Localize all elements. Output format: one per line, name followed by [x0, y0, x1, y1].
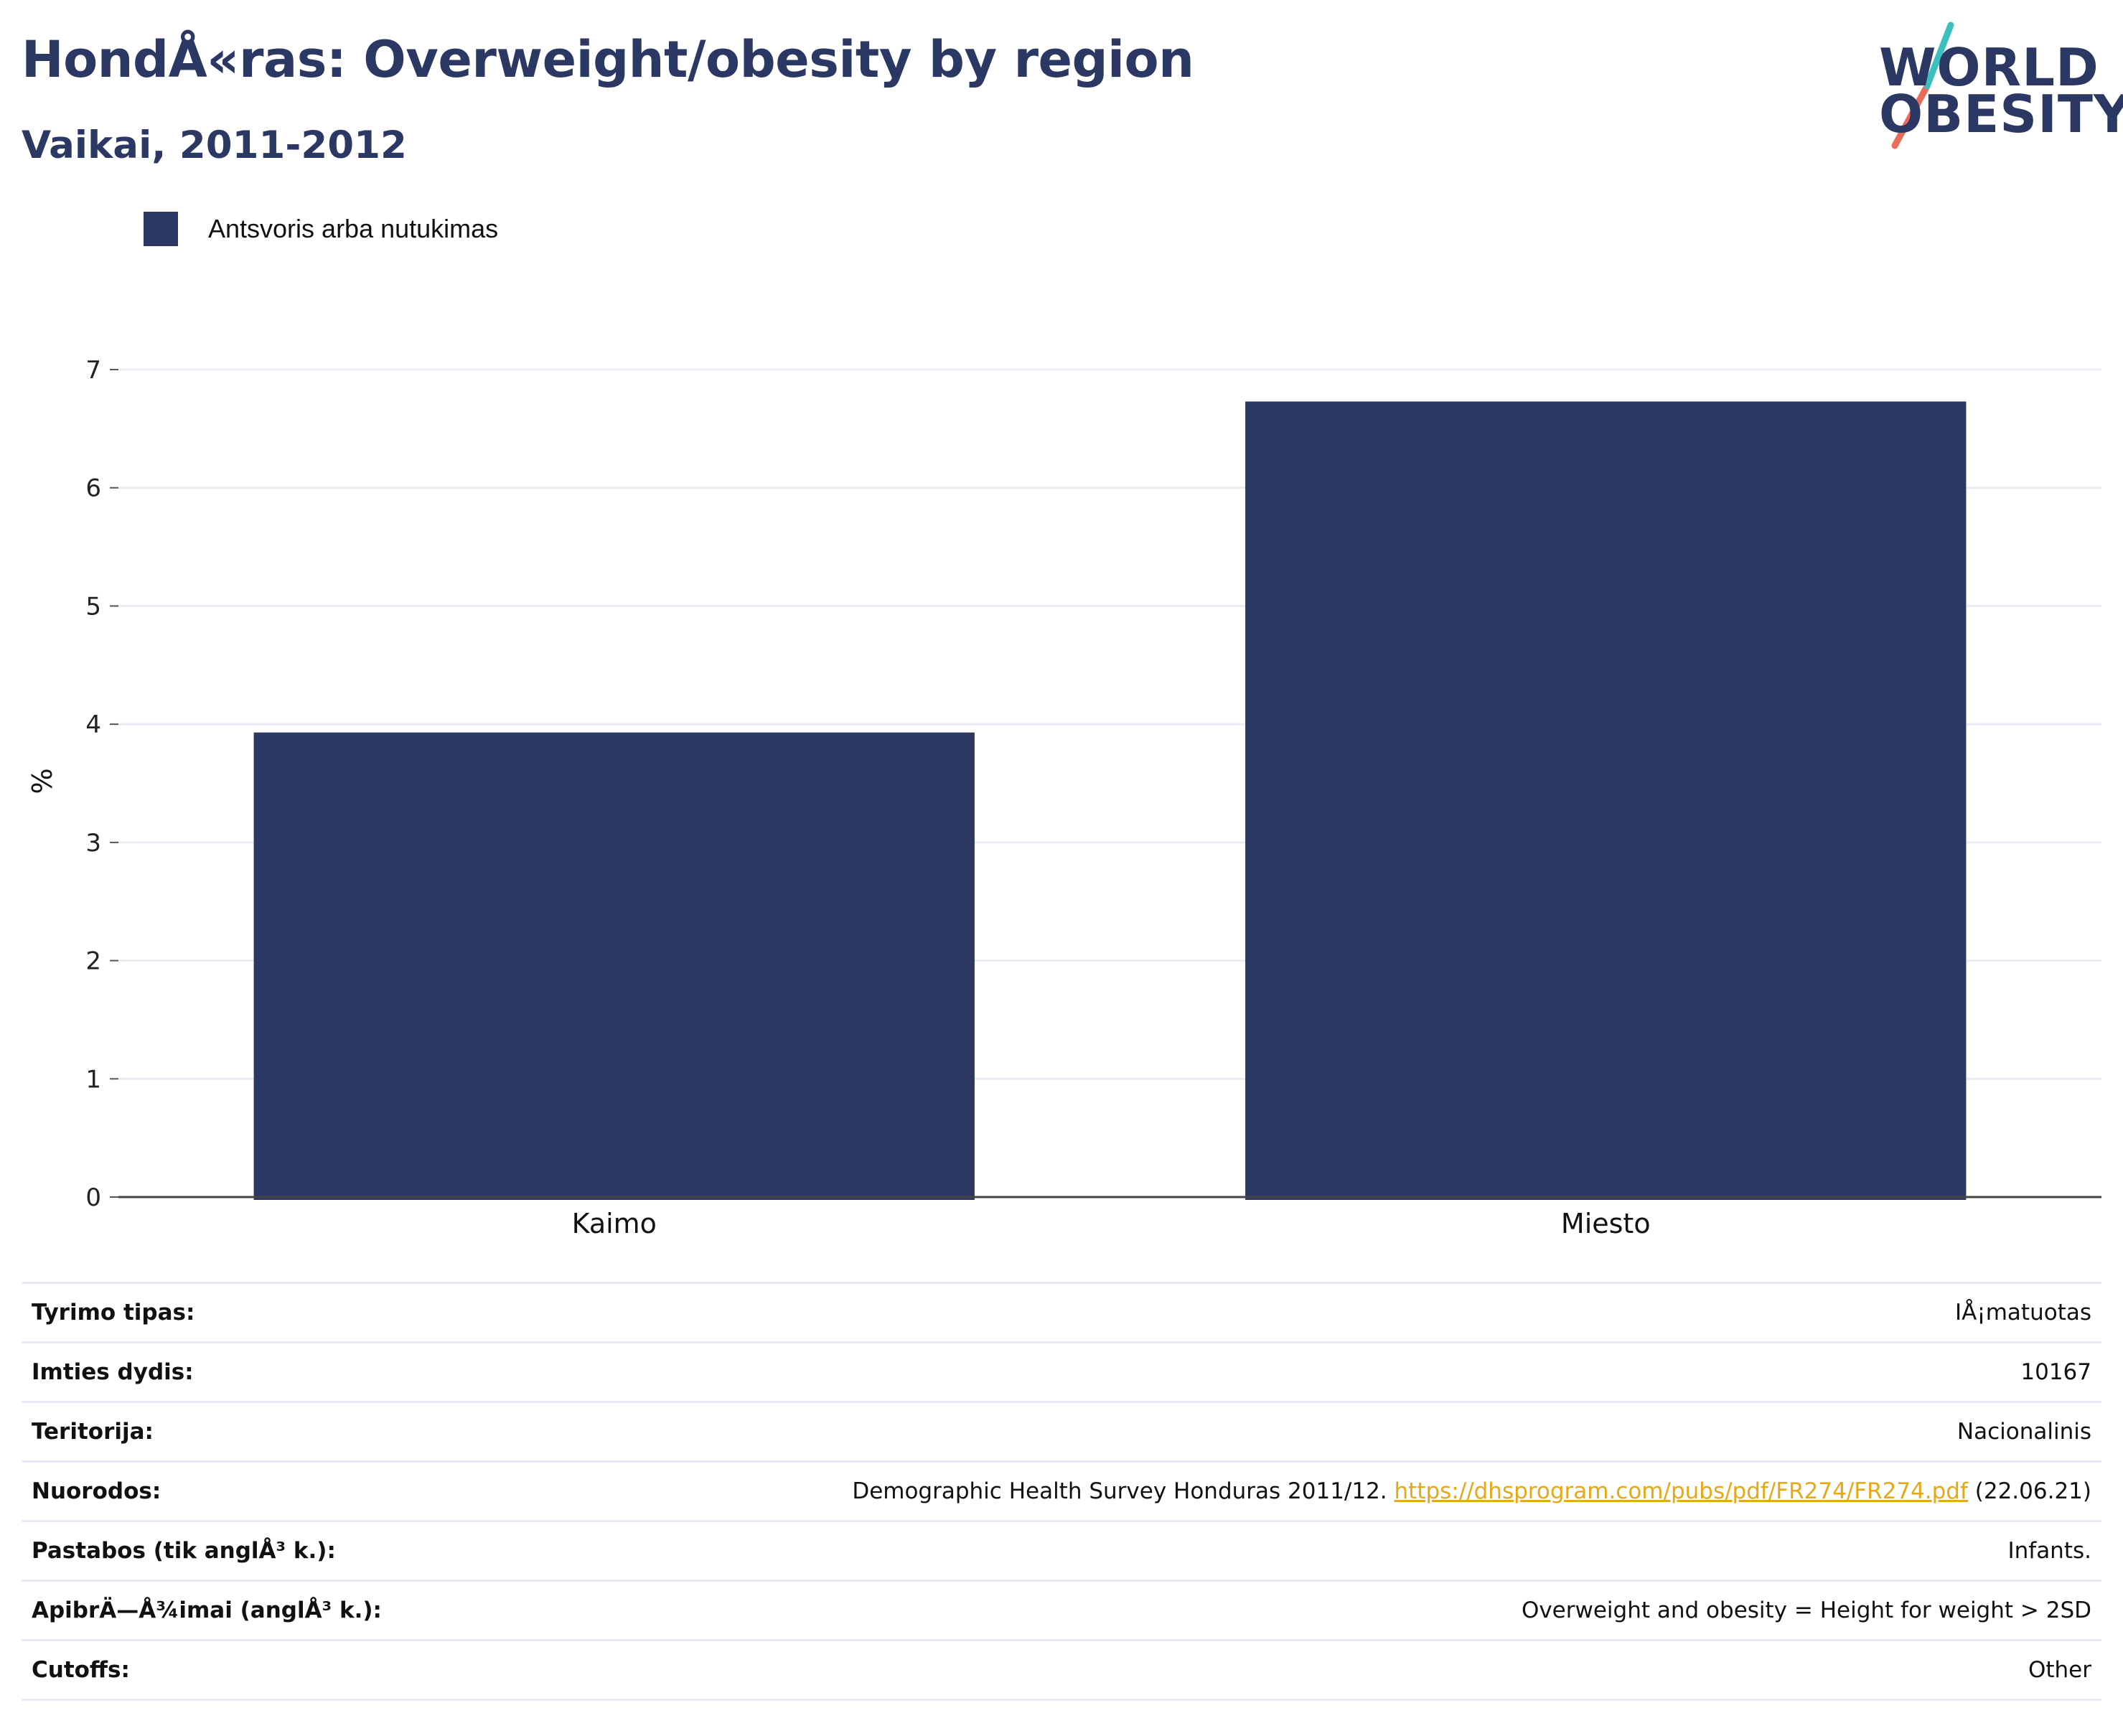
metadata-row: ApibrÄ—Å¾imai (anglÅ³ k.): Overweight and…: [22, 1580, 2101, 1641]
metadata-value: Demographic Health Survey Honduras 2011/…: [852, 1478, 2091, 1504]
y-tick-label: 6: [85, 474, 101, 503]
y-tick-label: 1: [85, 1065, 101, 1094]
metadata-row: Tyrimo tipas: IÅ¡matuotas: [22, 1282, 2101, 1343]
metadata-value: Infants.: [2007, 1538, 2091, 1564]
y-axis-label: %: [27, 768, 58, 794]
chart-legend: Antsvoris arba nutukimas: [144, 212, 498, 246]
legend-label: Antsvoris arba nutukimas: [208, 214, 499, 243]
chart-title: HondÅ«ras: Overweight/obesity by region: [22, 30, 1194, 89]
bar-chart: 0 1 2 3 4 5 6 7 Kaimo Miesto%: [27, 356, 2101, 1239]
bar: [1245, 401, 1967, 1200]
y-tick-label: 0: [85, 1183, 101, 1212]
y-tick-label: 2: [85, 947, 101, 976]
metadata-key: ApibrÄ—Å¾imai (anglÅ³ k.):: [32, 1597, 382, 1623]
x-tick-label: Kaimo: [572, 1208, 657, 1239]
reference-link[interactable]: https://dhsprogram.com/pubs/pdf/FR274/FR…: [1394, 1478, 1968, 1504]
metadata-value: Other: [2028, 1657, 2091, 1683]
metadata-table: Tyrimo tipas: IÅ¡matuotas Imties dydis: 101…: [22, 1282, 2101, 1701]
metadata-key: Teritorija:: [32, 1419, 154, 1445]
y-tick-label: 3: [85, 829, 101, 858]
metadata-key: Nuorodos:: [32, 1478, 161, 1504]
chart-subtitle: Vaikai, 2011-2012: [22, 123, 407, 167]
metadata-row: Nuorodos: Demographic Health Survey Hondu…: [22, 1461, 2101, 1521]
logo-slash-icon: [1891, 22, 1954, 149]
metadata-row: Imties dydis: 10167: [22, 1342, 2101, 1402]
logo-text-world: WORLD: [1879, 37, 2099, 98]
x-tick-label: Miesto: [1561, 1208, 1651, 1239]
metadata-key: Cutoffs:: [32, 1657, 130, 1683]
metadata-row: Teritorija: Nacionalinis: [22, 1402, 2101, 1462]
metadata-value: 10167: [2020, 1359, 2091, 1385]
metadata-row: Pastabos (tik anglÅ³ k.): Infants.: [22, 1521, 2101, 1581]
metadata-row: Cutoffs: Other: [22, 1640, 2101, 1700]
metadata-key: Imties dydis:: [32, 1359, 194, 1385]
metadata-value: Nacionalinis: [1956, 1419, 2091, 1445]
y-tick-label: 4: [85, 710, 101, 739]
world-obesity-logo: WORLD OBESITY: [1866, 14, 2123, 158]
bar: [253, 732, 975, 1200]
metadata-key: Tyrimo tipas:: [32, 1300, 195, 1326]
y-tick-label: 5: [85, 592, 101, 621]
logo-text-obesity: OBESITY: [1879, 84, 2123, 144]
metadata-value: Overweight and obesity = Height for weig…: [1521, 1597, 2091, 1623]
legend-swatch: [144, 212, 178, 246]
metadata-key: Pastabos (tik anglÅ³ k.):: [32, 1538, 336, 1564]
metadata-value: IÅ¡matuotas: [1954, 1300, 2091, 1326]
y-tick-label: 7: [85, 356, 101, 385]
